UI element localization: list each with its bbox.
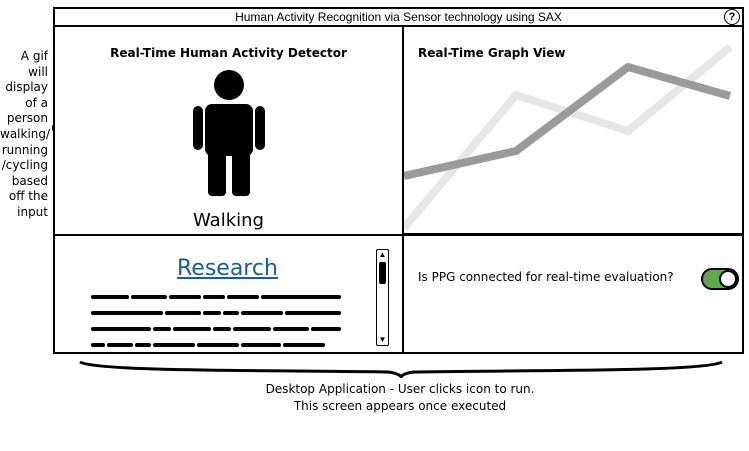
- annotation-line: A gif will: [20, 49, 48, 79]
- graph-title: Real-Time Graph View: [418, 46, 566, 60]
- annotation-line: based: [11, 173, 48, 188]
- research-panel: Research ▲ ▼: [55, 236, 404, 352]
- annotation-line: input: [17, 204, 48, 219]
- annotation-line: display: [5, 80, 48, 95]
- placeholder-text-scribble: [91, 295, 341, 347]
- annotation-line: walking/: [0, 126, 51, 141]
- dark-series-line: [404, 63, 732, 180]
- person-icon: [193, 70, 265, 196]
- annotation-line: running: [1, 142, 48, 157]
- window-title: Human Activity Recognition via Sensor te…: [235, 10, 562, 24]
- annotation-line: off the: [8, 189, 48, 204]
- scroll-up-arrow-icon[interactable]: ▲: [378, 250, 387, 259]
- research-link[interactable]: Research: [177, 256, 278, 281]
- scroll-thumb[interactable]: [379, 262, 386, 284]
- caption-line-1: Desktop Application - User clicks icon t…: [265, 382, 535, 396]
- line-graph: [404, 43, 733, 231]
- ppg-panel: Is PPG connected for real-time evaluatio…: [404, 236, 742, 352]
- help-icon[interactable]: ?: [724, 9, 740, 25]
- annotation-line: person: [6, 111, 48, 126]
- activity-label: Walking: [193, 210, 264, 231]
- title-bar: Human Activity Recognition via Sensor te…: [55, 9, 742, 27]
- app-window: Human Activity Recognition via Sensor te…: [53, 7, 744, 354]
- side-annotation: A gif will display of a person walking/ …: [0, 49, 51, 221]
- ppg-toggle[interactable]: [701, 268, 739, 290]
- help-symbol: ?: [728, 11, 736, 23]
- activity-detector-panel: Real-Time Human Activity Detector Walkin…: [55, 25, 404, 236]
- toggle-knob: [719, 270, 737, 288]
- scroll-down-arrow-icon[interactable]: ▼: [378, 335, 387, 344]
- graph-panel: Real-Time Graph View: [404, 25, 742, 236]
- horizontal-brace-icon: [79, 360, 723, 378]
- annotation-line: of a: [25, 95, 48, 110]
- detector-title: Real-Time Human Activity Detector: [110, 46, 347, 60]
- vertical-scrollbar[interactable]: ▲ ▼: [376, 249, 389, 346]
- caption-line-2: This screen appears once executed: [293, 399, 507, 413]
- annotation-line: /cycling: [1, 158, 48, 173]
- light-series-line: [404, 43, 733, 231]
- ppg-question: Is PPG connected for real-time evaluatio…: [418, 270, 674, 284]
